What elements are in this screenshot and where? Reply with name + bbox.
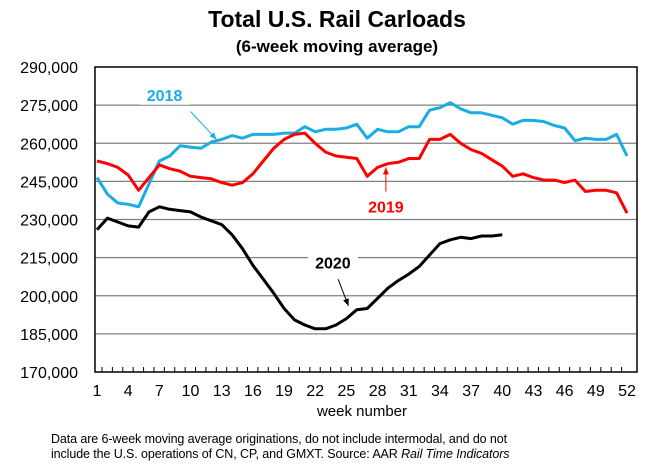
x-tick-label: 4: [124, 383, 133, 400]
footnote-source-title: Rail Time Indicators: [401, 447, 510, 461]
x-tick-label: 7: [155, 383, 164, 400]
series-label-2019: 2019: [368, 200, 404, 217]
x-axis-label: week number: [316, 403, 407, 420]
y-axis-ticks: 170,000 185,000 200,000 215,000 230,000 245,0…: [20, 60, 78, 382]
y-tick-label: 275,000: [20, 98, 78, 115]
footnote-line-1: Data are 6-week moving average originati…: [51, 432, 507, 446]
footnote-line-2: include the U.S. operations of CN, CP, a…: [51, 447, 650, 462]
y-tick-label: 245,000: [20, 174, 78, 191]
x-tick-label: 52: [618, 383, 636, 400]
plot-area-frame: [94, 66, 638, 373]
series-label-2018: 2018: [147, 88, 183, 105]
y-tick-label: 230,000: [20, 213, 78, 230]
y-tick-label: 260,000: [20, 136, 78, 153]
y-tick-label: 200,000: [20, 289, 78, 306]
arrowhead-icon: [209, 132, 217, 140]
x-tick-label: 25: [338, 383, 356, 400]
series-line-2020: [95, 205, 503, 331]
x-tick-label: 34: [431, 383, 449, 400]
y-tick-label: 215,000: [20, 251, 78, 268]
gridlines: [95, 104, 637, 335]
x-tick-label: 1: [93, 383, 102, 400]
series-label-background: [139, 85, 190, 105]
chart-subtitle: (6-week moving average): [236, 37, 438, 56]
x-axis-ticks: 1 4 7 10 13 16 19 22 25 28 31 34 37 40 43 46 49 52: [93, 367, 636, 400]
series-label-2020: 2020: [315, 256, 351, 273]
x-tick-label: 10: [182, 383, 200, 400]
series-labels: 2018 2019 2020: [139, 85, 411, 307]
footnote: Data are 6-week moving average originati…: [51, 432, 650, 462]
x-tick-label: 37: [462, 383, 480, 400]
y-tick-label: 170,000: [20, 365, 78, 382]
x-tick-label: 31: [400, 383, 418, 400]
arrowhead-icon: [382, 167, 389, 175]
x-tick-label: 49: [587, 383, 605, 400]
footnote-line-2-text: include the U.S. operations of CN, CP, a…: [51, 447, 402, 461]
x-tick-label: 40: [493, 383, 511, 400]
x-tick-label: 22: [306, 383, 324, 400]
rail-carloads-chart: Total U.S. Rail Carloads (6-week moving …: [20, 6, 638, 420]
arrowhead-icon: [343, 298, 349, 306]
x-tick-label: 46: [556, 383, 574, 400]
series-line-2018: [95, 101, 629, 209]
x-tick-label: 28: [369, 383, 387, 400]
series-line-2019: [96, 131, 629, 214]
x-tick-label: 13: [213, 383, 231, 400]
x-tick-label: 19: [275, 383, 293, 400]
y-tick-label: 185,000: [20, 327, 78, 344]
y-tick-label: 290,000: [20, 60, 78, 77]
chart-title: Total U.S. Rail Carloads: [208, 6, 466, 32]
series-lines: [95, 101, 629, 331]
series-label-background: [360, 197, 411, 217]
x-tick-label: 16: [244, 383, 262, 400]
x-tick-label: 43: [525, 383, 543, 400]
series-label-background: [307, 253, 358, 273]
